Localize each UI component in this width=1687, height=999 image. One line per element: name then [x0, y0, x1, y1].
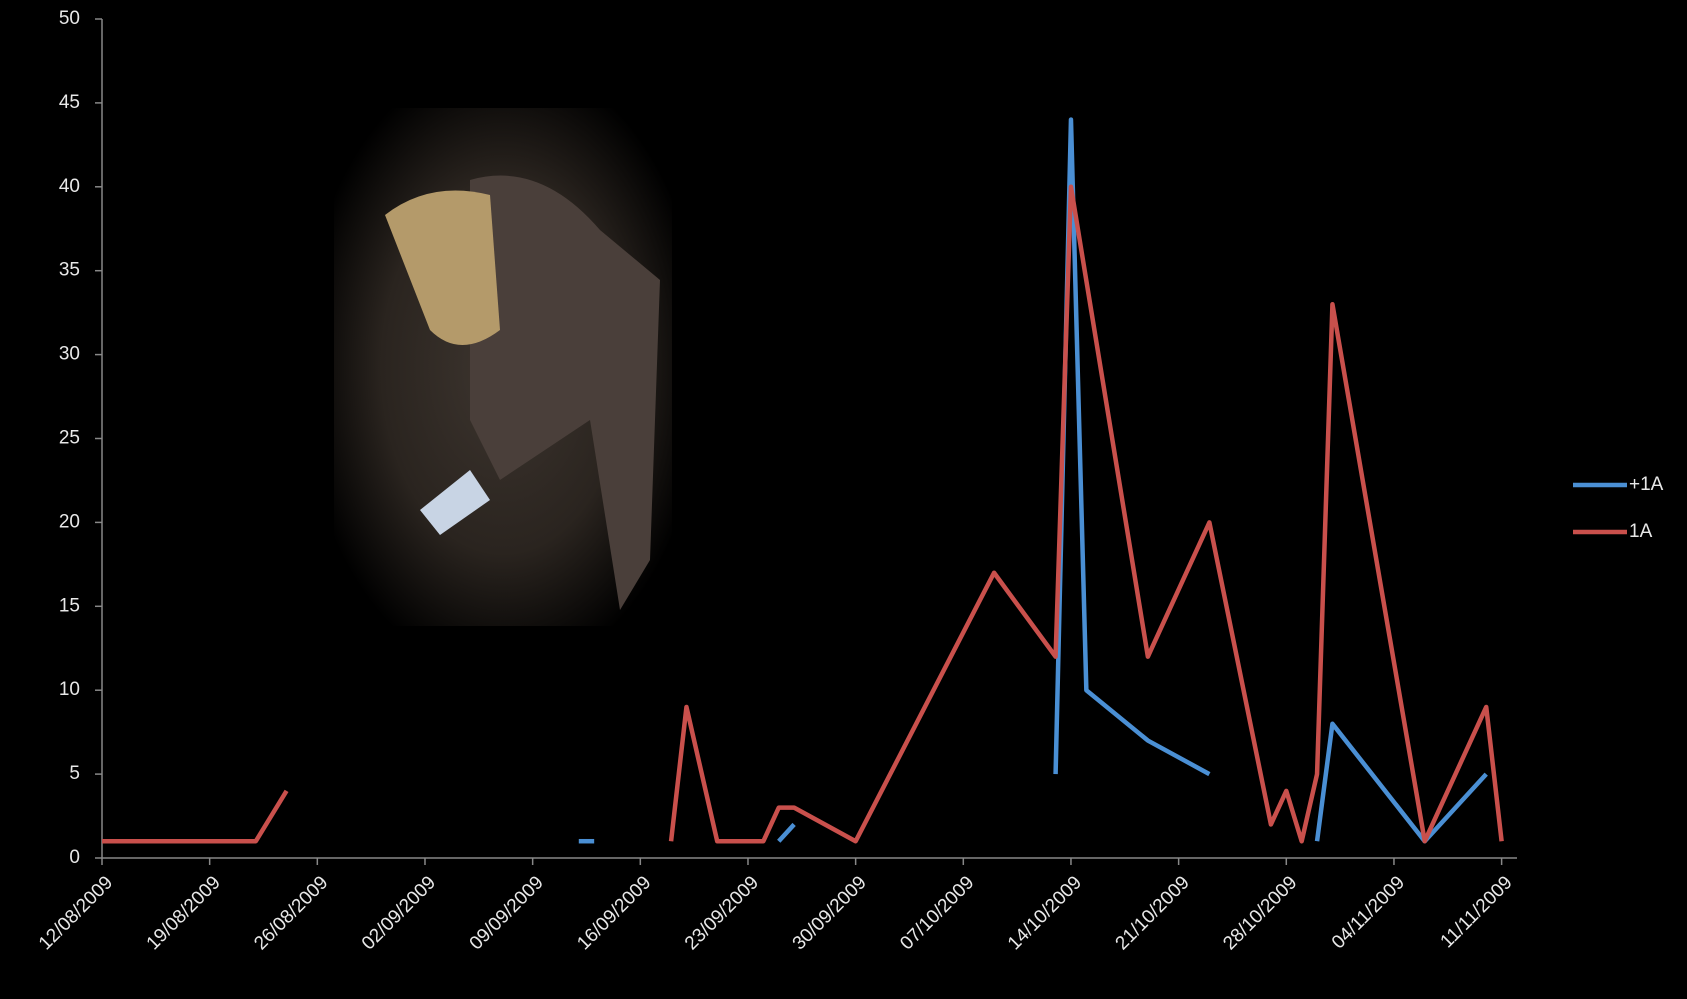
line [102, 789, 289, 844]
y-tick-label: 5 [69, 763, 80, 784]
y-tick-label: 50 [59, 8, 80, 29]
y-tick-label: 35 [59, 260, 80, 281]
line [668, 184, 1504, 844]
line [777, 822, 796, 843]
y-tick-label: 45 [59, 92, 80, 113]
line [1314, 721, 1488, 844]
legend-label: +1A [1629, 474, 1664, 495]
y-tick-label: 25 [59, 428, 80, 449]
y-tick-label: 40 [59, 176, 80, 197]
y-tick-label: 20 [59, 511, 80, 532]
y-tick-label: 30 [59, 344, 80, 365]
y-tick-label: 10 [59, 679, 80, 700]
y-tick-label: 0 [69, 847, 80, 868]
photo [334, 108, 672, 626]
legend-label: 1A [1629, 521, 1653, 542]
y-tick-label: 15 [59, 595, 80, 616]
